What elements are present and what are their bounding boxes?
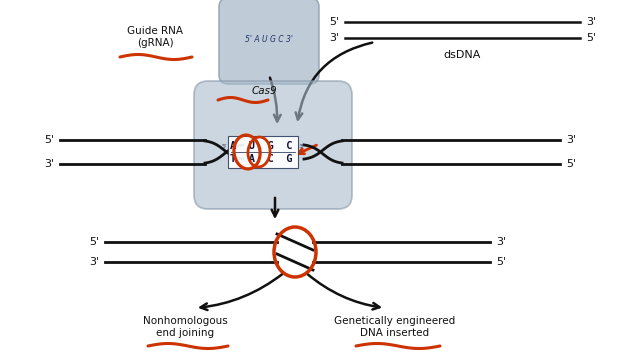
Text: Nonhomologous
end joining: Nonhomologous end joining: [143, 316, 227, 338]
Text: 3': 3': [89, 257, 99, 267]
Text: Genetically engineered
DNA inserted: Genetically engineered DNA inserted: [334, 316, 456, 338]
Text: 5': 5': [329, 17, 339, 27]
Text: 5': 5': [89, 237, 99, 247]
Text: Guide RNA
(gRNA): Guide RNA (gRNA): [127, 26, 183, 48]
FancyBboxPatch shape: [219, 0, 319, 84]
Text: 3': 3': [44, 159, 54, 169]
Text: 3': 3': [329, 33, 339, 43]
Text: 3': 3': [586, 17, 596, 27]
Text: 5': 5': [566, 159, 576, 169]
Text: 3': 3': [566, 135, 576, 145]
FancyBboxPatch shape: [194, 81, 352, 209]
Text: 3': 3': [299, 144, 305, 149]
Text: 5': 5': [496, 257, 506, 267]
Text: T  A  C  G: T A C G: [230, 154, 292, 164]
FancyBboxPatch shape: [228, 136, 298, 168]
Text: 5' A U G C 3': 5' A U G C 3': [245, 35, 293, 44]
Text: A  U  G  C: A U G C: [230, 141, 292, 151]
Text: Cas9: Cas9: [251, 86, 277, 96]
Text: 3': 3': [496, 237, 506, 247]
Text: 5': 5': [44, 135, 54, 145]
Text: 5': 5': [586, 33, 596, 43]
Text: 5': 5': [221, 144, 227, 149]
Text: dsDNA: dsDNA: [444, 50, 481, 60]
